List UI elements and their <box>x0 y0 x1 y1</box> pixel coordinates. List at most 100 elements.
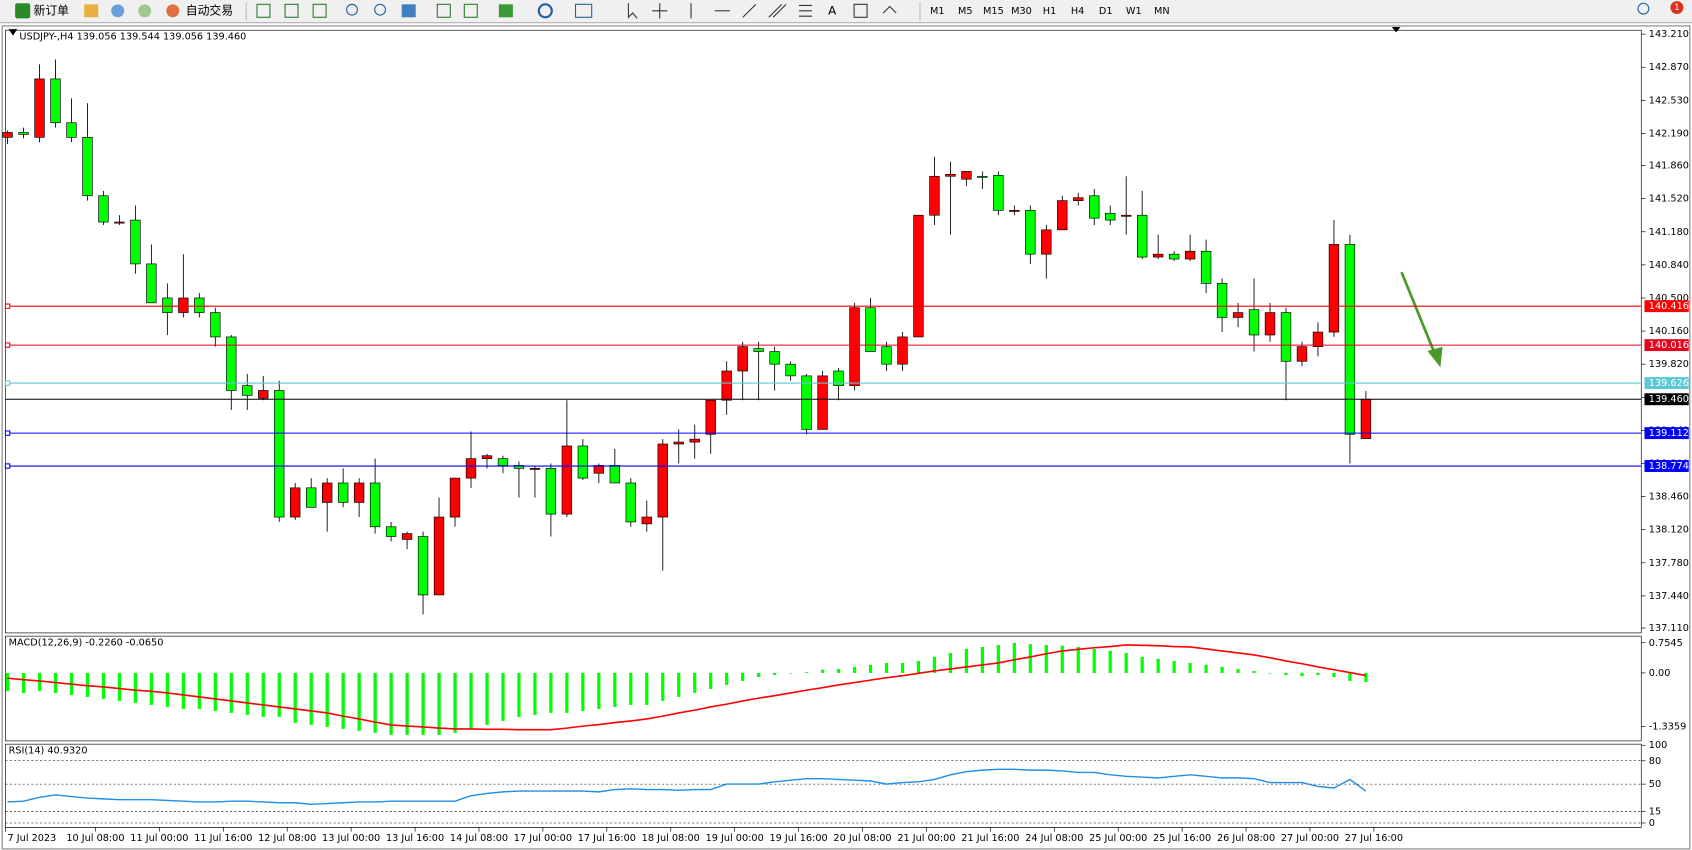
chart-shift[interactable] <box>463 3 478 18</box>
x-tick-label: 11 Jul 00:00 <box>130 833 188 844</box>
candle-body <box>18 132 29 135</box>
templates[interactable] <box>574 3 593 18</box>
x-tick-label: 13 Jul 00:00 <box>322 833 380 844</box>
macd-bar <box>613 672 617 707</box>
macd-bar <box>309 672 313 725</box>
macd-bar <box>405 672 409 735</box>
zoom-out[interactable] <box>374 3 387 16</box>
arrows-tool[interactable] <box>882 5 897 14</box>
price-label: 140.416 <box>1649 301 1689 312</box>
candle-body <box>657 443 668 518</box>
timeframe-button[interactable]: M15 <box>983 6 1004 17</box>
icon[interactable] <box>138 4 152 18</box>
price-label-box <box>1644 377 1689 390</box>
crosshair-tool[interactable] <box>652 3 668 19</box>
search[interactable] <box>1637 2 1650 15</box>
candle-body <box>993 174 1004 211</box>
y-tick-label: 138.120 <box>1649 525 1689 536</box>
auto-trading-button[interactable]: 自动交易 <box>186 3 233 17</box>
y-tick-label: 140.500 <box>1649 293 1689 304</box>
rsi-line <box>7 768 1367 806</box>
level-handle <box>4 303 11 309</box>
macd-bar <box>533 672 537 715</box>
channel-tool[interactable] <box>768 3 787 18</box>
periods[interactable] <box>537 3 553 19</box>
macd-bar <box>709 672 713 689</box>
y-tick-label: 140.160 <box>1649 326 1689 337</box>
macd-bar <box>277 672 281 717</box>
timeframe-button[interactable]: W1 <box>1126 6 1142 17</box>
macd-bar <box>517 672 521 717</box>
text-tool[interactable]: A <box>828 3 837 17</box>
candle-body <box>194 297 205 313</box>
chart-menu-marker <box>8 29 18 36</box>
indicators[interactable] <box>498 4 513 18</box>
timeframe-button[interactable]: MN <box>1154 6 1170 17</box>
candle-body <box>625 482 636 523</box>
candle-body <box>705 399 716 435</box>
timeframe-button[interactable]: D1 <box>1099 6 1113 17</box>
macd-bar <box>645 672 649 705</box>
candle-body <box>673 441 684 445</box>
icon[interactable] <box>111 4 125 18</box>
x-tick-label: 21 Jul 00:00 <box>897 833 955 844</box>
macd-bar <box>996 644 1000 673</box>
macd-bar <box>165 672 169 707</box>
new-order-icon[interactable] <box>15 3 31 19</box>
candle-body <box>1025 210 1036 255</box>
x-tick-label: 7 Jul 2023 <box>8 833 57 844</box>
tile-windows[interactable] <box>401 4 416 18</box>
candle-chart-tool[interactable] <box>284 3 299 18</box>
chart-frame <box>1 25 1691 850</box>
candle-body <box>801 375 812 430</box>
macd-bar <box>804 672 809 673</box>
macd-bar <box>229 672 233 713</box>
price-label-box <box>1644 300 1689 313</box>
y-tick-label: 141.180 <box>1649 227 1689 238</box>
candle-body <box>369 482 381 528</box>
macd-bar <box>1348 672 1352 681</box>
macd-bar <box>1332 672 1336 677</box>
candle-body <box>242 385 253 396</box>
macd-bar <box>932 656 937 673</box>
timeframes: M1 M5 M15 M30 H1 H4 D1 W1 MN <box>930 6 1170 17</box>
macd-bar <box>693 672 697 693</box>
notification-badge[interactable] <box>1670 1 1684 15</box>
x-tick-label: 14 Jul 08:00 <box>450 833 508 844</box>
cursor-tool[interactable] <box>627 3 638 19</box>
y-tick-label: 0.00 <box>1649 668 1671 679</box>
zoom-in[interactable] <box>346 3 358 16</box>
macd-bar <box>868 664 873 673</box>
autoscroll[interactable] <box>436 3 451 18</box>
macd-bar <box>1092 648 1096 673</box>
icon[interactable] <box>84 4 99 18</box>
macd-bar <box>1156 658 1160 673</box>
candle-body <box>98 195 109 223</box>
timeframe-button[interactable]: H4 <box>1071 6 1084 17</box>
label-tool[interactable] <box>853 3 868 18</box>
timeframe-button[interactable]: M30 <box>1011 6 1032 17</box>
candle-body <box>865 307 876 352</box>
candle-body <box>2 132 13 138</box>
candle-body <box>529 468 541 470</box>
candle-body <box>641 516 652 525</box>
y-tick-label: 138.460 <box>1649 492 1689 503</box>
line-chart-tool[interactable] <box>312 3 327 18</box>
macd-bar <box>341 672 345 729</box>
macd-bar <box>1060 645 1064 673</box>
macd-bar <box>1172 660 1176 673</box>
candle-body <box>1009 210 1020 212</box>
timeframe-button[interactable]: H1 <box>1043 6 1056 17</box>
x-tick-label: 17 Jul 16:00 <box>578 833 636 844</box>
macd-bar <box>373 672 377 733</box>
auto-trading-icon[interactable] <box>166 4 180 18</box>
timeframe-button[interactable]: M5 <box>958 6 973 17</box>
bar-chart-tool[interactable] <box>256 3 271 18</box>
fibo-tool[interactable] <box>799 4 812 17</box>
trendline-tool[interactable] <box>742 3 757 18</box>
new-order-button[interactable]: 新订单 <box>33 3 69 17</box>
candle-body <box>497 458 509 466</box>
timeframe-button[interactable]: M1 <box>930 6 945 17</box>
macd-bar <box>261 672 265 717</box>
